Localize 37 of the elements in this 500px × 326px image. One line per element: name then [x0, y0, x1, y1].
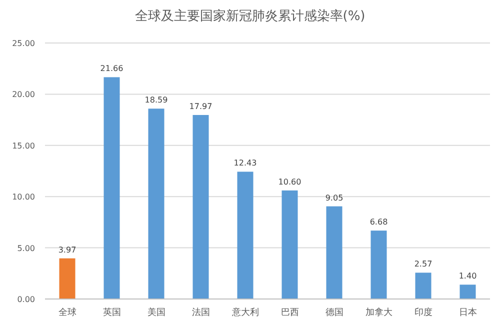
y-tick-label: 20.00: [12, 90, 35, 100]
x-tick-label: 德国: [325, 307, 344, 318]
x-tick-label: 加拿大: [365, 307, 392, 318]
data-label: 10.60: [278, 177, 302, 186]
x-tick-label: 印度: [414, 307, 432, 318]
data-label: 6.68: [370, 218, 388, 227]
x-tick-label: 巴西: [280, 308, 299, 318]
data-label: 9.05: [325, 193, 344, 202]
chart-title: 全球及主要国家新冠肺炎累计感染率(%): [134, 8, 366, 24]
y-tick-label: 10.00: [12, 192, 35, 202]
bar: [415, 272, 432, 299]
y-tick-label: 0.00: [17, 295, 35, 304]
data-label: 1.40: [458, 272, 477, 281]
bar: [282, 190, 298, 299]
bar: [59, 258, 76, 299]
x-tick-label: 英国: [102, 307, 121, 318]
data-label: 17.97: [189, 102, 212, 111]
x-tick-label: 日本: [458, 307, 477, 318]
data-label: 21.66: [100, 64, 124, 74]
bar: [192, 114, 209, 299]
x-tick-label: 美国: [147, 307, 166, 318]
y-tick-label: 25.00: [12, 39, 35, 48]
y-tick-label: 5.00: [17, 244, 35, 253]
y-tick-label: 15.00: [12, 141, 35, 150]
data-label: 2.57: [414, 260, 432, 269]
x-tick-label: 全球: [58, 307, 76, 318]
x-tick-label: 法国: [192, 307, 210, 318]
bar: [326, 206, 342, 299]
data-label: 18.59: [144, 96, 168, 105]
data-label: 12.43: [234, 158, 257, 168]
data-label: 3.97: [58, 245, 76, 254]
x-tick-label: 意大利: [230, 307, 259, 318]
bar: [460, 284, 476, 299]
bar: [370, 230, 387, 299]
bar: [148, 108, 164, 299]
bar: [237, 172, 254, 299]
bar: [104, 77, 120, 299]
